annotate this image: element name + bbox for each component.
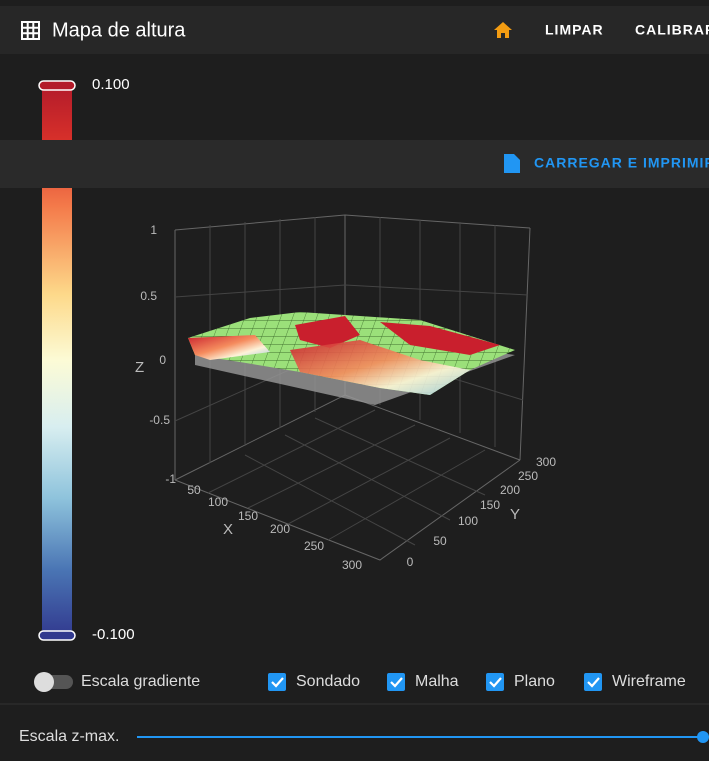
z-tick-label: 1 [150, 223, 157, 237]
clear-button[interactable]: LIMPAR [545, 22, 604, 38]
checkmark [587, 677, 600, 688]
checkbox-label: Malha [415, 673, 459, 690]
header-bar [0, 6, 709, 54]
y-tick-label: 50 [433, 534, 447, 548]
colorbar-handle[interactable] [38, 630, 76, 641]
slider-knob[interactable] [697, 731, 709, 743]
title: Mapa de altura [52, 19, 186, 41]
slider-label: Escala z-max. [19, 728, 119, 745]
probed-surface [380, 322, 500, 355]
x-tick-label: 100 [208, 495, 228, 509]
checkbox-label: Sondado [296, 673, 360, 690]
colorbar-handle[interactable] [38, 80, 76, 91]
toggle-label: Escala gradiente [81, 673, 200, 690]
checkbox-label: Plano [514, 673, 555, 690]
y-tick-label: 300 [536, 455, 556, 469]
z-tick-label: 0.5 [140, 289, 157, 303]
probed-surface [188, 335, 270, 360]
checkbox[interactable] [584, 673, 602, 691]
z-tick-label: -0.5 [149, 413, 170, 427]
checkbox[interactable] [486, 673, 504, 691]
toggle-knob[interactable] [34, 672, 54, 692]
x-tick-label: 250 [304, 539, 324, 553]
home-icon[interactable] [494, 22, 512, 38]
checkbox-label: Wireframe [612, 673, 686, 690]
calibrate-button[interactable]: CALIBRAR [635, 22, 709, 38]
checkbox[interactable] [387, 673, 405, 691]
probed-surface [290, 340, 470, 395]
y-tick-label: 150 [480, 498, 500, 512]
checkmark [271, 677, 284, 688]
z-axis-label: Z [135, 359, 144, 376]
checkbox[interactable] [268, 673, 286, 691]
y-tick-label: 100 [458, 514, 478, 528]
colorbar-min: -0.100 [92, 626, 135, 643]
checkmark [390, 677, 403, 688]
overlay-bar [0, 140, 42, 188]
y-tick-label: 250 [518, 469, 538, 483]
x-tick-label: 150 [238, 509, 258, 523]
checkmark [489, 677, 502, 688]
y-tick-label: 200 [500, 483, 520, 497]
probed-surface [295, 316, 360, 348]
grid-icon [21, 21, 40, 40]
z-tick-label: 0 [159, 353, 166, 367]
x-axis-label: X [223, 521, 233, 538]
colorbar-max: 0.100 [92, 76, 130, 93]
upload-print-button[interactable]: CARREGAR E IMPRIMIR [534, 155, 709, 171]
file-icon[interactable] [504, 154, 520, 173]
x-tick-label: 50 [187, 483, 201, 497]
overlay-bar [0, 140, 709, 188]
z-tick-label: -1 [165, 472, 176, 486]
y-axis-label: Y [510, 506, 520, 523]
y-tick-label: 0 [407, 555, 414, 569]
x-tick-label: 300 [342, 558, 362, 572]
x-tick-label: 200 [270, 522, 290, 536]
